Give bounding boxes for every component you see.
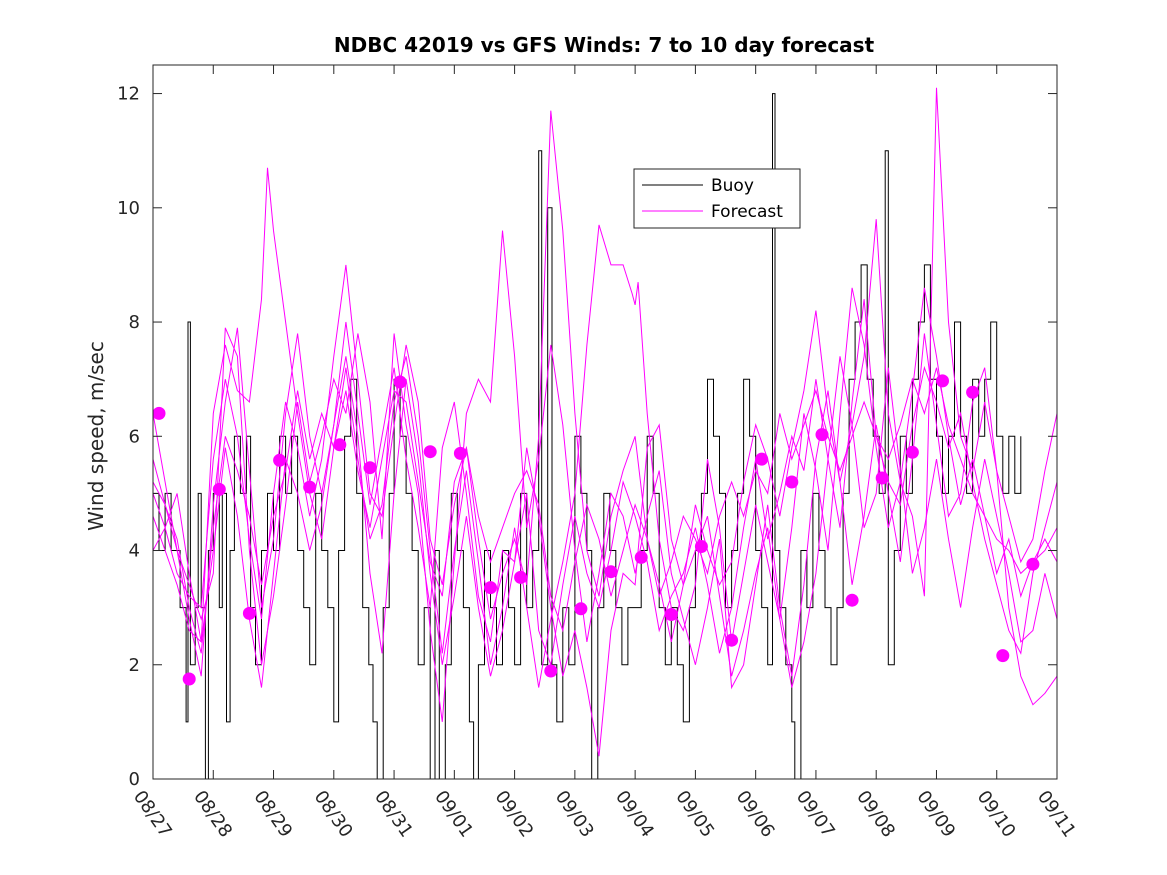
forecast-mean-marker-17 <box>664 608 678 621</box>
forecast-mean-marker-9 <box>423 445 437 459</box>
forecast-mean-marker-18 <box>694 540 708 553</box>
y-tick-label: 4 <box>129 541 140 562</box>
forecast-mean-marker-10 <box>453 446 467 460</box>
forecast-mean-marker-14 <box>574 602 588 616</box>
forecast-mean-marker-26 <box>936 374 949 388</box>
chart-title: NDBC 42019 vs GFS Winds: 7 to 10 day for… <box>334 33 875 57</box>
forecast-mean-marker-6 <box>333 438 347 452</box>
forecast-mean-marker-2 <box>212 482 226 496</box>
y-tick-label: 0 <box>129 769 140 790</box>
y-tick-label: 6 <box>129 426 140 447</box>
plot-markers <box>152 374 1040 686</box>
legend-label-forecast: Forecast <box>711 202 783 222</box>
forecast-mean-marker-0 <box>152 406 166 420</box>
forecast-mean-marker-5 <box>303 480 317 494</box>
forecast-mean-marker-11 <box>484 581 497 595</box>
forecast-mean-marker-13 <box>544 664 558 678</box>
forecast-series-line-5 <box>152 356 1058 757</box>
forecast-mean-marker-21 <box>785 475 799 489</box>
axis-ticks <box>152 65 1058 780</box>
legend: Buoy Forecast <box>633 168 801 229</box>
y-tick-label: 2 <box>129 655 140 676</box>
forecast-mean-marker-15 <box>604 565 618 579</box>
forecast-mean-marker-24 <box>875 471 889 485</box>
forecast-mean-marker-29 <box>1026 557 1040 571</box>
forecast-mean-marker-23 <box>845 593 859 607</box>
legend-box <box>633 168 801 229</box>
forecast-mean-marker-20 <box>755 452 769 466</box>
forecast-mean-marker-4 <box>273 453 287 467</box>
y-tick-label: 12 <box>117 84 140 105</box>
plot-lines <box>152 87 1058 780</box>
forecast-mean-marker-19 <box>725 633 739 647</box>
forecast-mean-marker-8 <box>393 375 407 389</box>
forecast-mean-marker-3 <box>242 606 256 620</box>
forecast-mean-marker-22 <box>815 428 829 442</box>
forecast-series-line-1 <box>152 299 1058 677</box>
axes-box <box>152 64 1058 780</box>
forecast-mean-marker-16 <box>634 550 648 564</box>
forecast-mean-marker-1 <box>182 672 196 686</box>
forecast-series-line-6 <box>152 367 1058 654</box>
y-tick-label: 8 <box>129 312 140 333</box>
y-tick-label: 10 <box>117 198 140 219</box>
y-axis-label: Wind speed, m/sec <box>84 341 108 531</box>
forecast-mean-marker-27 <box>966 385 980 399</box>
forecast-mean-marker-28 <box>996 649 1010 663</box>
forecast-mean-marker-12 <box>514 570 528 584</box>
forecast-mean-marker-7 <box>363 461 377 475</box>
forecast-series-line-2 <box>152 87 1058 643</box>
forecast-mean-marker-25 <box>905 445 919 459</box>
forecast-series-line-3 <box>152 167 1058 688</box>
legend-label-buoy: Buoy <box>711 176 754 196</box>
forecast-series-line-4 <box>152 230 1058 722</box>
